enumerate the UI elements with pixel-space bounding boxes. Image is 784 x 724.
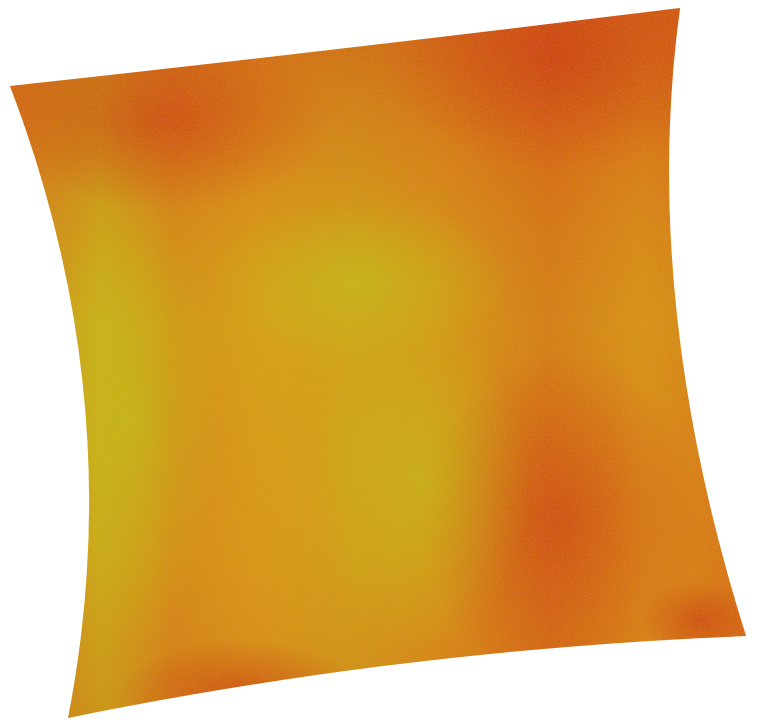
warped-raster-image (10, 8, 746, 718)
raster-tile (10, 8, 746, 718)
